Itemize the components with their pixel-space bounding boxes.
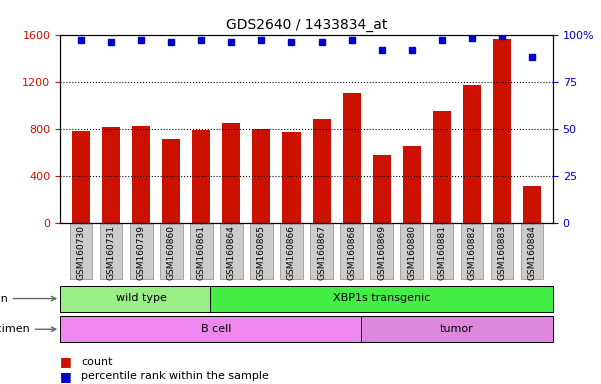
Text: wild type: wild type [116,293,166,303]
Text: GSM160739: GSM160739 [137,225,145,280]
Text: GSM160730: GSM160730 [77,225,85,280]
Bar [313,119,331,223]
Text: count: count [81,357,112,367]
Bar [403,146,421,223]
Text: GSM160869: GSM160869 [377,225,386,280]
Bar [343,93,361,223]
FancyBboxPatch shape [280,224,303,279]
FancyBboxPatch shape [361,316,553,342]
FancyBboxPatch shape [130,224,153,279]
FancyBboxPatch shape [100,224,123,279]
FancyBboxPatch shape [400,224,423,279]
FancyBboxPatch shape [490,224,513,279]
Text: percentile rank within the sample: percentile rank within the sample [81,371,269,381]
Text: specimen: specimen [0,324,56,334]
Text: GSM160884: GSM160884 [528,225,536,280]
Bar [282,132,300,223]
Text: GSM160867: GSM160867 [317,225,326,280]
Text: GSM160883: GSM160883 [498,225,506,280]
Text: B cell: B cell [201,324,231,334]
Bar [162,139,180,223]
Bar [373,154,391,223]
Bar [192,130,210,223]
Text: tumor: tumor [440,324,474,334]
Bar [523,186,541,223]
FancyBboxPatch shape [460,224,483,279]
Bar [222,123,240,223]
Text: ■: ■ [60,370,72,383]
FancyBboxPatch shape [60,286,222,311]
FancyBboxPatch shape [60,316,373,342]
Bar [433,111,451,223]
Bar [252,129,270,223]
Text: ■: ■ [60,355,72,368]
Text: GSM160868: GSM160868 [347,225,356,280]
FancyBboxPatch shape [520,224,543,279]
Bar [132,126,150,223]
Text: GSM160881: GSM160881 [438,225,446,280]
Text: GSM160864: GSM160864 [227,225,236,280]
FancyBboxPatch shape [370,224,393,279]
Text: GSM160860: GSM160860 [167,225,175,280]
FancyBboxPatch shape [160,224,183,279]
Title: GDS2640 / 1433834_at: GDS2640 / 1433834_at [226,18,387,32]
Text: GSM160861: GSM160861 [197,225,206,280]
Text: strain: strain [0,293,56,304]
Text: XBP1s transgenic: XBP1s transgenic [333,293,430,303]
FancyBboxPatch shape [70,224,93,279]
FancyBboxPatch shape [310,224,333,279]
Bar [493,39,511,223]
Text: GSM160880: GSM160880 [407,225,416,280]
FancyBboxPatch shape [430,224,453,279]
Text: GSM160865: GSM160865 [257,225,266,280]
FancyBboxPatch shape [220,224,243,279]
Bar [102,127,120,223]
FancyBboxPatch shape [190,224,213,279]
Text: GSM160882: GSM160882 [468,225,476,280]
Bar [463,85,481,223]
Bar [72,131,90,223]
FancyBboxPatch shape [210,286,553,311]
FancyBboxPatch shape [250,224,273,279]
Text: GSM160731: GSM160731 [107,225,115,280]
FancyBboxPatch shape [340,224,363,279]
Text: GSM160866: GSM160866 [287,225,296,280]
